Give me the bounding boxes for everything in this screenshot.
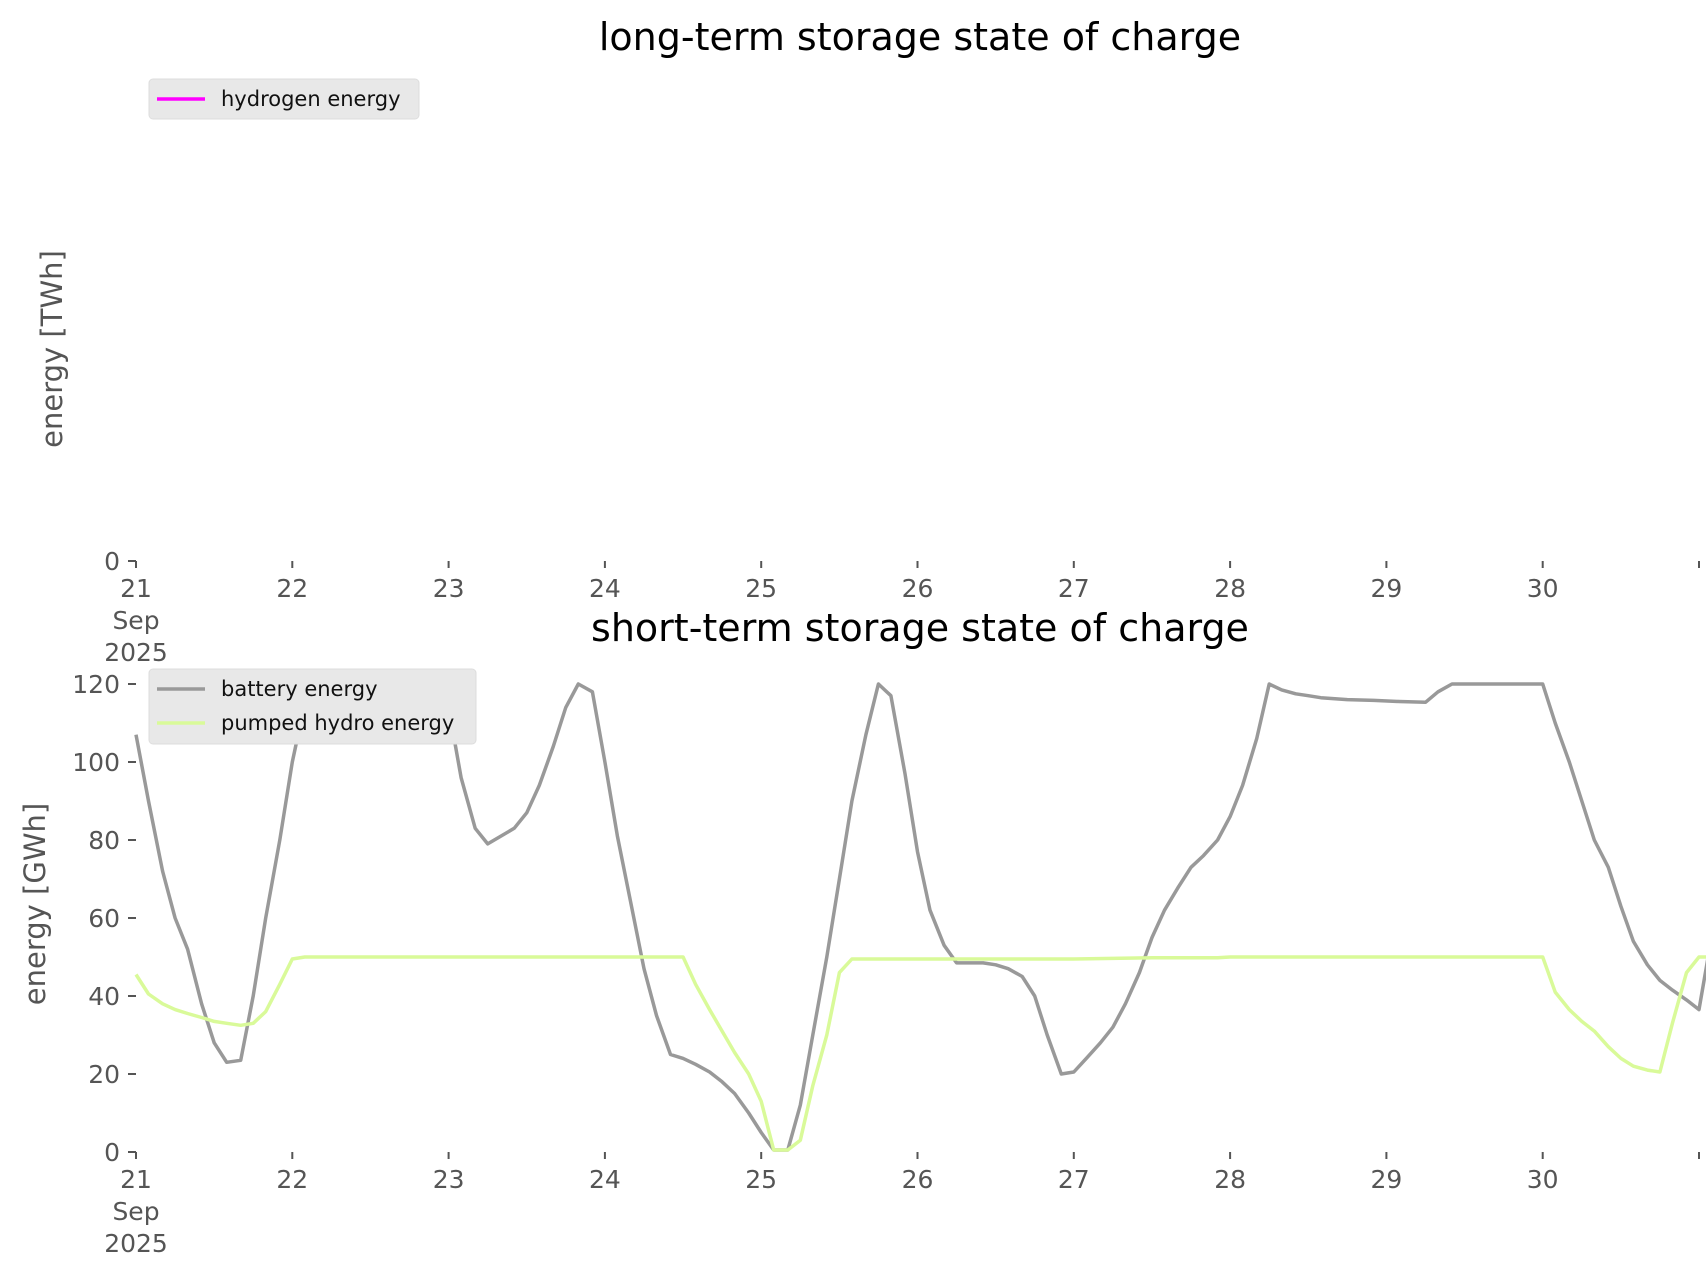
x-tick-label: 21 (120, 574, 152, 603)
x-tick-label: 23 (433, 574, 465, 603)
x-tick-label: 28 (1214, 574, 1246, 603)
legend-box (148, 668, 477, 745)
x-tick-label: Sep (112, 1197, 159, 1226)
x-tick-label: 27 (1058, 1165, 1090, 1194)
long-term-y-axis-label: energy [TWh] (35, 250, 69, 448)
legend-label-pumped-hydro-energy: pumped hydro energy (221, 711, 454, 735)
legend-box (148, 78, 420, 120)
x-tick-label: 22 (276, 1165, 308, 1194)
legend-label-hydrogen-energy: hydrogen energy (221, 87, 401, 111)
x-tick-label: 2025 (104, 1229, 168, 1258)
short-term-storage-panel: short-term storage state of charge energ… (18, 606, 1706, 1258)
x-tick-label: 29 (1370, 574, 1402, 603)
x-tick-label: 24 (589, 1165, 621, 1194)
legend-label-battery-energy: battery energy (221, 677, 378, 701)
x-tick-label: 29 (1370, 1165, 1402, 1194)
x-tick-label: 23 (433, 1165, 465, 1194)
x-tick-label: 30 (1527, 1165, 1559, 1194)
x-tick-label: 27 (1058, 574, 1090, 603)
battery-energy-series-line (134, 682, 1706, 1152)
y-tick-label: 120 (72, 670, 120, 699)
y-tick-label: 80 (88, 826, 120, 855)
x-tick-label: 24 (589, 574, 621, 603)
x-tick-label: Sep (112, 606, 159, 635)
x-tick-label: 28 (1214, 1165, 1246, 1194)
x-tick-label: 26 (902, 1165, 934, 1194)
x-tick-label: 25 (745, 1165, 777, 1194)
long-term-chart-title: long-term storage state of charge (599, 15, 1241, 59)
y-tick-label: 40 (88, 982, 120, 1011)
x-tick-label: 30 (1527, 574, 1559, 603)
pumped-hydro-energy-series-line (134, 955, 1706, 1152)
y-tick-label: 0 (104, 547, 120, 576)
y-tick-label: 0 (104, 1138, 120, 1167)
short-term-x-ticks: 21 Sep 2025 22 23 24 25 26 27 28 29 30 (104, 1152, 1700, 1258)
short-term-legend: battery energy pumped hydro energy (148, 668, 477, 745)
long-term-x-ticks: 21 Sep 2025 22 23 24 25 26 27 28 29 30 (104, 561, 1700, 667)
short-term-y-ticks: 0 20 40 60 80 100 120 (72, 670, 136, 1167)
y-tick-label: 100 (72, 748, 120, 777)
x-tick-label: 21 (120, 1165, 152, 1194)
y-tick-label: 60 (88, 904, 120, 933)
x-tick-label: 22 (276, 574, 308, 603)
y-tick-label: 20 (88, 1060, 120, 1089)
long-term-y-ticks: 0102030405060 (104, 547, 136, 576)
long-term-legend: hydrogen energy (148, 78, 420, 120)
short-term-y-axis-label: energy [GWh] (18, 803, 52, 1005)
short-term-chart-title: short-term storage state of charge (591, 606, 1249, 650)
x-tick-label: 25 (745, 574, 777, 603)
x-tick-label: 26 (902, 574, 934, 603)
x-tick-label: 2025 (104, 638, 168, 667)
long-term-storage-panel: long-term storage state of charge energy… (35, 15, 1700, 667)
short-term-series-layer (134, 682, 1706, 1152)
